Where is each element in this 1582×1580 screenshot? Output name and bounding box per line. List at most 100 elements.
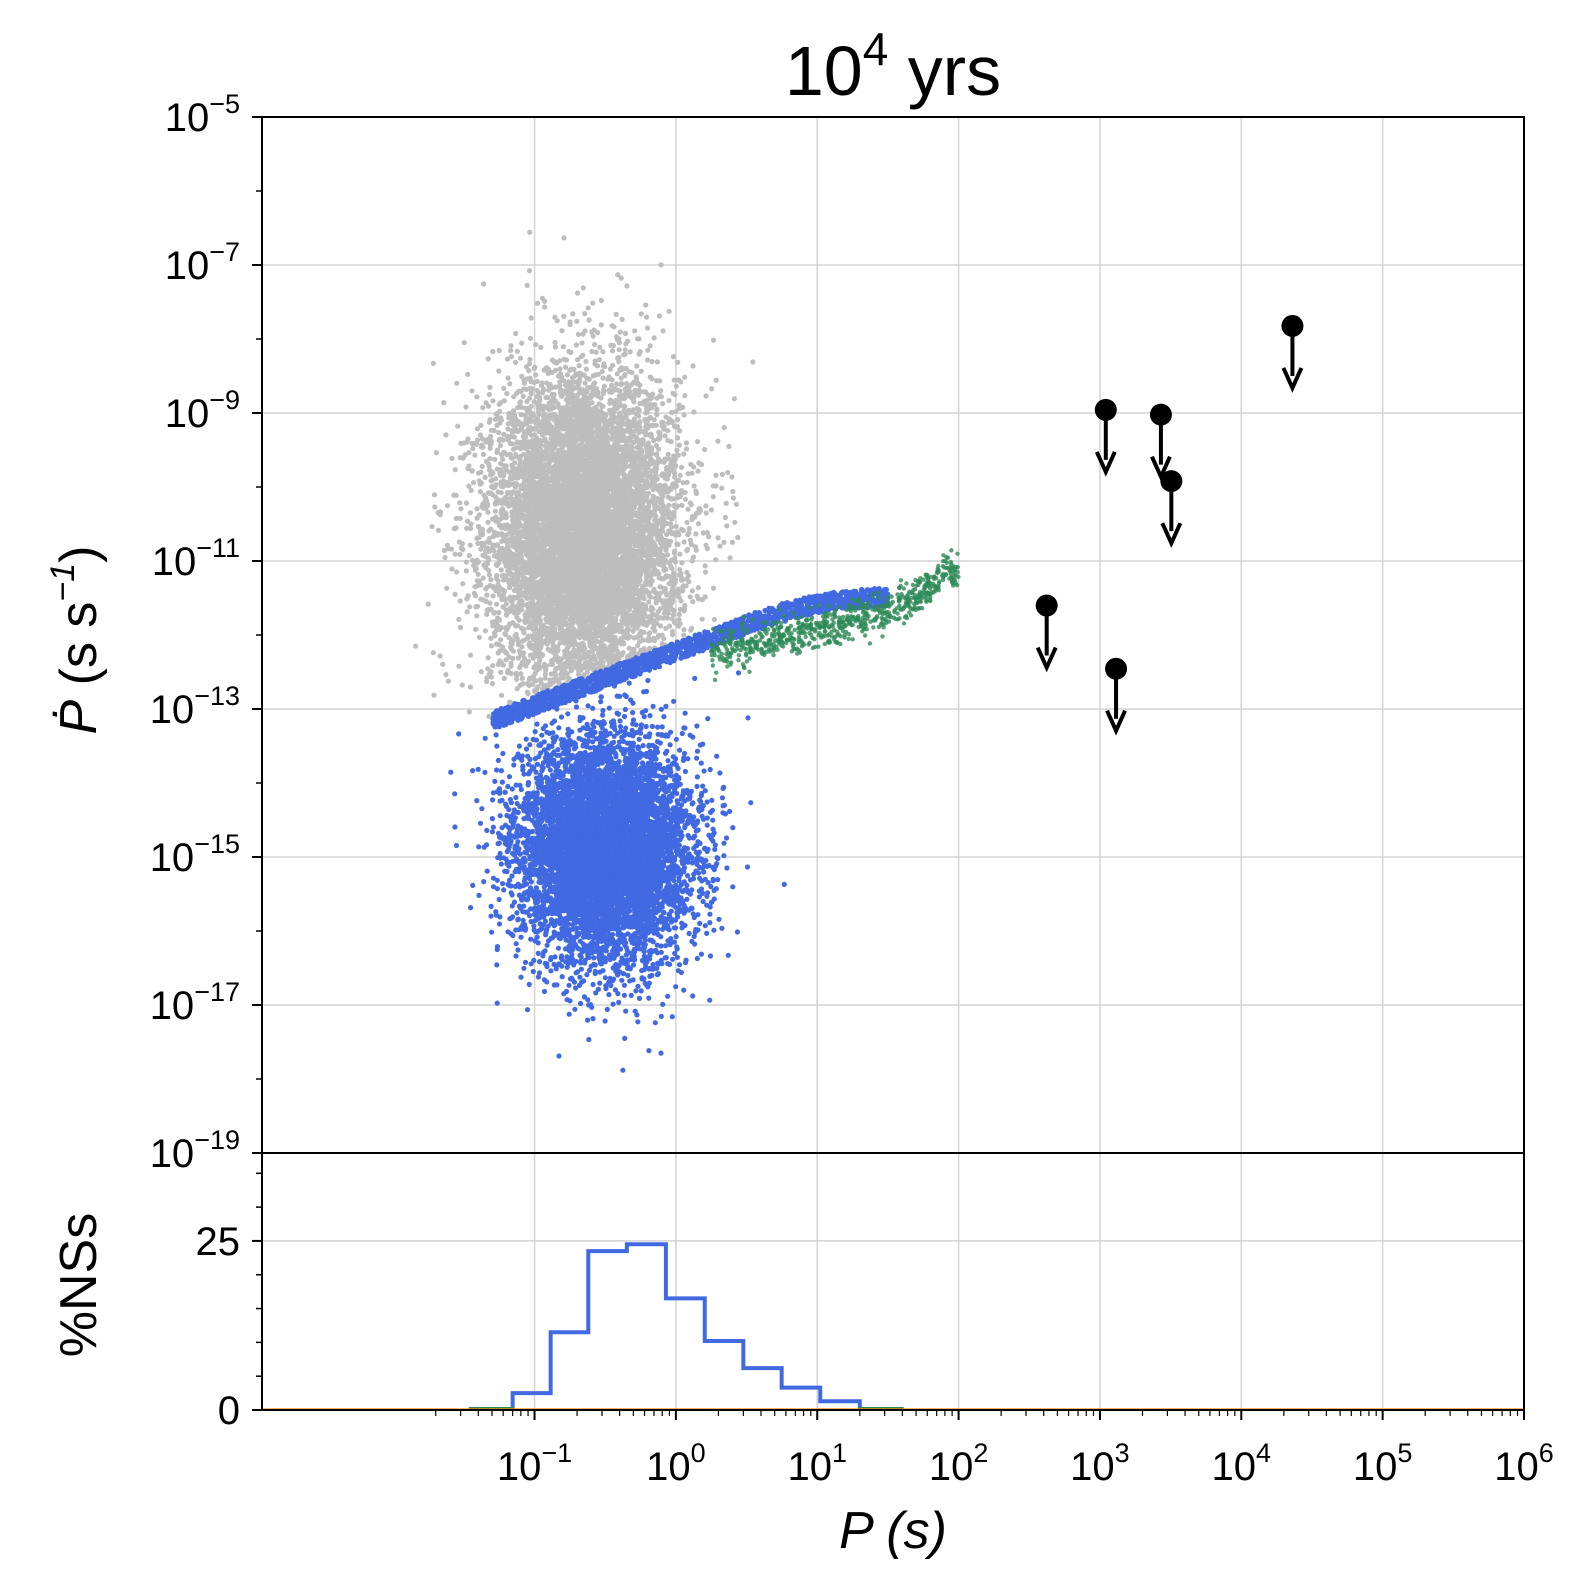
grey-point [452,467,458,473]
grey-point [589,348,595,355]
grey-point [683,440,690,446]
grey-point [501,385,507,391]
grey-point [660,401,666,407]
grey-point [518,412,524,418]
grey-point [432,504,438,510]
grey-point [663,625,669,631]
grey-point [703,510,709,516]
grey-point [528,391,534,397]
grey-point [527,652,533,658]
grey-point [484,678,490,685]
grey-point [733,501,740,507]
grey-point [658,262,664,268]
grey-point [528,315,534,321]
grey-point [661,610,667,616]
grey-point [480,451,486,457]
grey-point [542,675,548,681]
grey-point [699,616,705,622]
scatter-series-grey [413,229,756,719]
grey-point [504,532,510,538]
grey-point [533,678,539,684]
grey-point [470,445,476,452]
grey-point [625,338,631,344]
grey-point [486,535,492,541]
grey-point [719,485,725,491]
grey-point [598,297,605,304]
grey-point [626,369,633,375]
grey-point [496,368,502,374]
grey-point [452,551,458,557]
grey-point [476,634,482,640]
grey-point [689,558,695,564]
grey-point [468,652,474,658]
grey-point [560,344,567,350]
grey-point [480,575,486,581]
grey-point [666,308,672,314]
grey-point [693,490,700,496]
grey-point [651,417,657,423]
grey-point [682,374,688,380]
grey-point [485,666,491,672]
grey-point [463,559,469,565]
grey-point [656,429,662,435]
grey-point [460,581,466,587]
grey-point [454,569,460,575]
grey-point [518,662,524,668]
grey-point [574,290,581,296]
grey-point [526,368,532,374]
grey-point [488,643,495,649]
grey-point [664,552,671,558]
grey-point [527,335,534,341]
grey-point [458,506,464,512]
grey-point [673,523,679,530]
grey-point [466,553,472,559]
grey-point [492,508,498,514]
grey-point [721,539,727,546]
grey-point [484,592,490,598]
grey-point [486,713,492,719]
grey-point [668,439,674,445]
grey-point [715,535,721,541]
grey-point [610,343,617,349]
grey-point [688,461,694,467]
grey-point [511,394,517,400]
grey-point [695,521,702,527]
grey-point [691,483,697,489]
grey-point [444,503,450,509]
grey-point [649,359,655,365]
grey-point [703,503,709,509]
grey-point [425,601,431,607]
main-grid [262,116,1525,1154]
grey-point [651,335,657,341]
grey-point [672,474,678,480]
grey-point [473,626,479,632]
grey-point [626,606,633,613]
grey-point [467,542,473,548]
grey-point [613,311,619,317]
grey-point [681,451,687,457]
grey-point [576,363,582,369]
grey-point [673,383,679,389]
grey-point [486,391,492,398]
grey-point [443,432,449,438]
grey-point [438,509,444,515]
grey-point [441,400,447,406]
grey-point [464,525,470,531]
grey-point [562,364,569,370]
grey-point [622,351,628,357]
grey-point [470,480,477,486]
grey-point [485,519,491,525]
grey-point [645,347,651,353]
grey-point [467,684,474,690]
grey-point [507,699,513,705]
grey-point [723,500,729,506]
grey-point [440,661,446,667]
grey-point [648,594,654,600]
grey-point [431,692,437,698]
grey-point [680,480,686,486]
grey-point [591,327,597,333]
grey-point [592,341,598,348]
grey-point [479,436,486,442]
grey-point [702,594,708,600]
